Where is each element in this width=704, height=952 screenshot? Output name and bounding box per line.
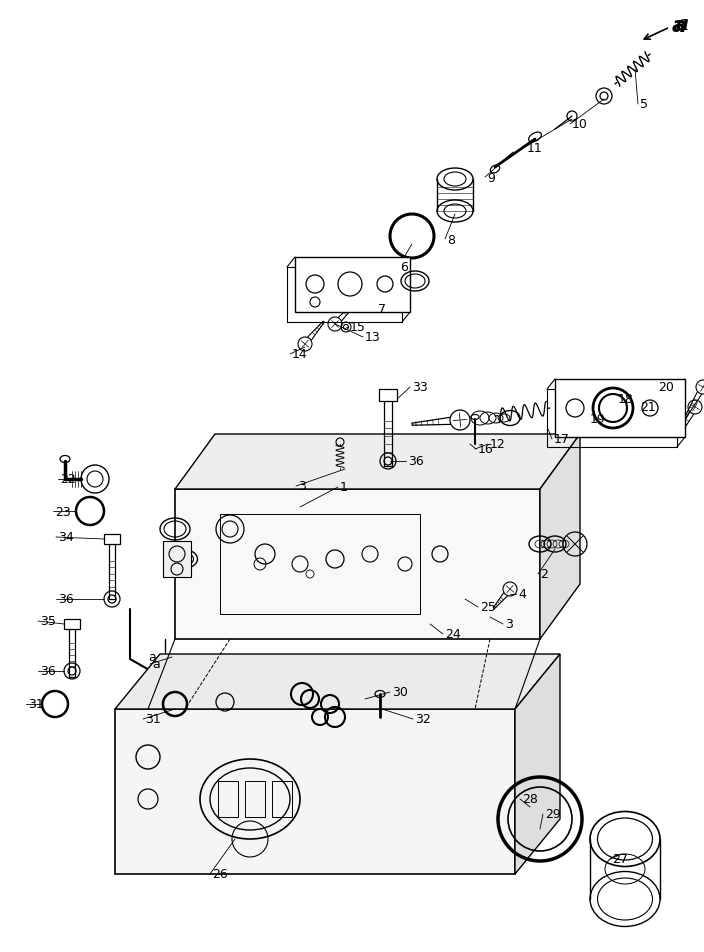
Text: 14: 14 [292, 348, 308, 361]
Text: 10: 10 [572, 118, 588, 131]
Text: 36: 36 [40, 664, 56, 678]
Text: 34: 34 [58, 531, 74, 544]
Text: 17: 17 [554, 433, 570, 446]
Bar [379, 389, 397, 402]
Bar [245, 782, 265, 817]
Text: 23: 23 [55, 505, 70, 518]
Polygon shape [115, 709, 515, 874]
Bar [163, 542, 191, 578]
Text: 22: 22 [60, 473, 76, 486]
Text: 27: 27 [612, 853, 628, 865]
Text: a: a [148, 651, 156, 664]
Text: 20: 20 [658, 381, 674, 394]
Bar [218, 782, 238, 817]
Polygon shape [515, 654, 560, 874]
Text: 36: 36 [58, 593, 74, 605]
Text: 4: 4 [518, 588, 526, 601]
Text: 31: 31 [28, 698, 44, 711]
Polygon shape [175, 434, 580, 489]
Text: a: a [152, 658, 160, 671]
Text: a: a [672, 16, 687, 36]
Text: 30: 30 [392, 685, 408, 699]
Text: 18: 18 [618, 393, 634, 407]
Text: 2: 2 [540, 568, 548, 581]
Text: 6: 6 [400, 261, 408, 274]
Text: 26: 26 [212, 867, 228, 881]
Text: 7: 7 [378, 303, 386, 316]
Bar [555, 380, 685, 438]
Text: 32: 32 [415, 713, 431, 725]
Text: 31: 31 [145, 713, 161, 725]
Bar [220, 514, 420, 614]
Text: 8: 8 [447, 233, 455, 247]
Text: 36: 36 [408, 455, 424, 468]
Polygon shape [540, 434, 580, 640]
Text: 1: 1 [340, 481, 348, 494]
Polygon shape [115, 654, 560, 709]
Text: 11: 11 [527, 141, 543, 154]
Text: 25: 25 [480, 601, 496, 614]
Text: 35: 35 [40, 615, 56, 627]
Text: 19: 19 [590, 413, 605, 426]
Text: 3: 3 [505, 618, 513, 631]
Text: 24: 24 [445, 627, 460, 641]
Bar [64, 620, 80, 629]
Text: 12: 12 [490, 438, 505, 451]
Text: 16: 16 [478, 443, 494, 456]
Bar [295, 258, 410, 312]
Text: 21: 21 [640, 401, 655, 414]
Text: 33: 33 [412, 381, 428, 394]
Text: 13: 13 [365, 331, 381, 344]
Text: a: a [676, 14, 689, 34]
Text: 15: 15 [350, 321, 366, 334]
Bar [272, 782, 292, 817]
Bar [104, 534, 120, 545]
Text: 9: 9 [487, 171, 495, 185]
Text: 3: 3 [298, 480, 306, 493]
Text: 5: 5 [640, 98, 648, 111]
Text: 29: 29 [545, 807, 561, 821]
Polygon shape [175, 489, 540, 640]
Text: 28: 28 [522, 793, 538, 805]
